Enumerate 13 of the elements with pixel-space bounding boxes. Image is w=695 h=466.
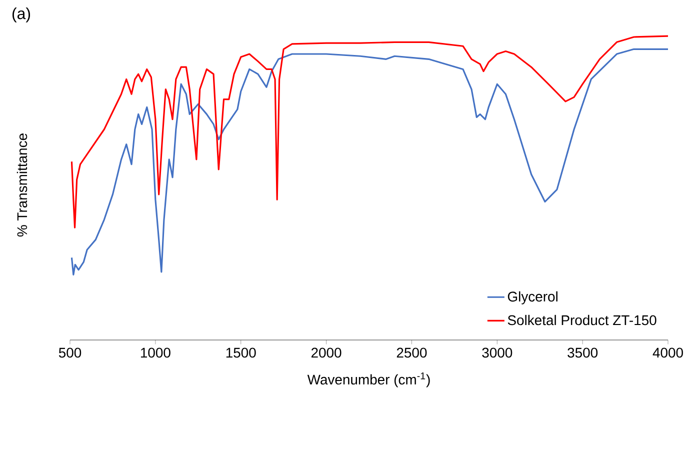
x-axis-title: Wavenumber (cm$^{-1}$) [307,372,430,388]
x-tick-label: 4000 [652,348,683,358]
x-tick-label: 2000 [311,348,342,358]
x-tick-label: 500 [58,348,82,358]
x-tick-label: 1500 [226,348,256,358]
x-tick-label: 1000 [140,348,170,358]
text: (a) [12,8,30,22]
x-tick-label: 3500 [568,348,598,358]
y-axis-title: % Transmittance [16,134,28,237]
x-tick-label: 3000 [482,348,512,358]
x-tick-label: 2500 [396,348,427,358]
legend-label: Glycerol [508,291,558,304]
legend-label: Solketal Product ZT-150 [508,314,656,326]
